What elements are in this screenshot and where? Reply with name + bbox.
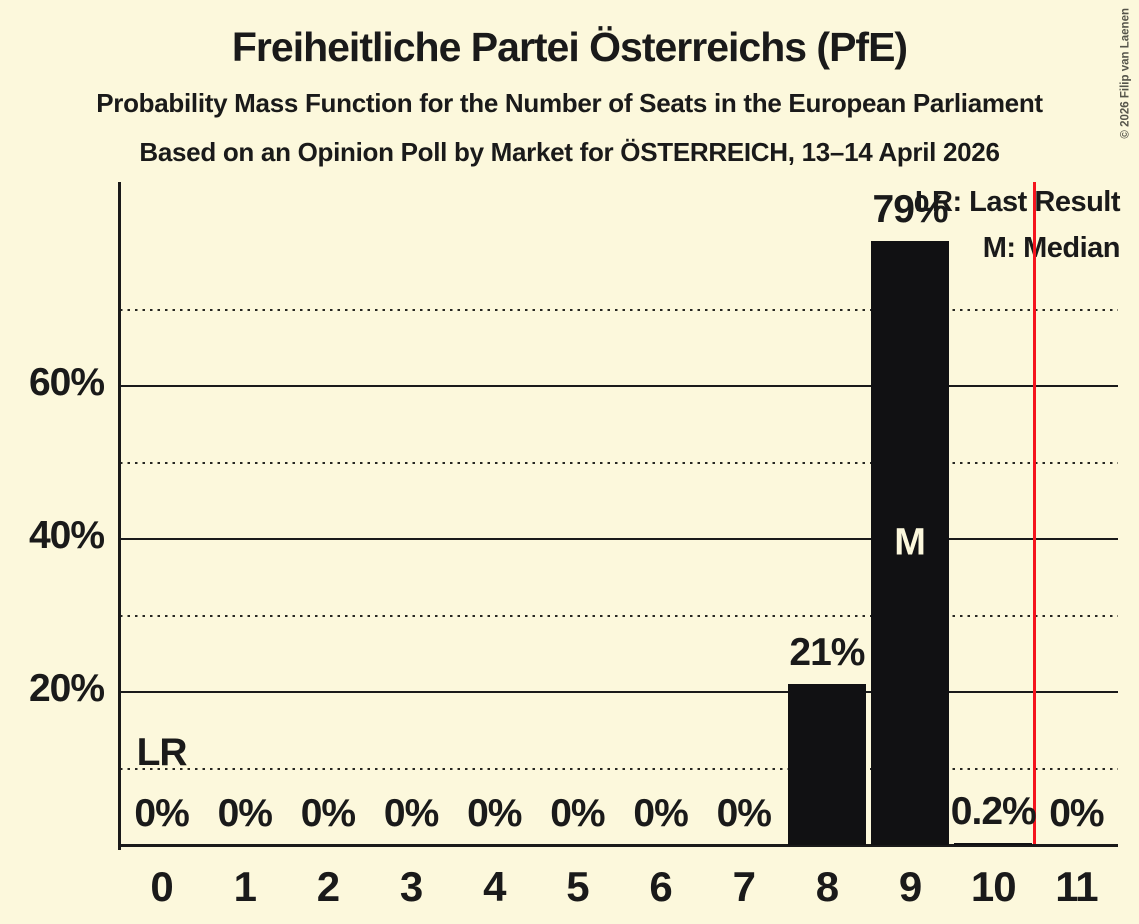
- gridline-solid-60: [120, 385, 1118, 387]
- last-result-line: [1033, 182, 1037, 844]
- bar-value-label-seat-6: 0%: [633, 791, 688, 835]
- bar-value-label-seat-3: 0%: [383, 791, 439, 835]
- bar-value-label-seat-2: 0%: [300, 791, 356, 835]
- gridline-dotted-50: [120, 461, 1118, 464]
- gridline-solid-20: [120, 691, 1118, 693]
- bar-value-label-seat-9: 79%: [872, 187, 949, 231]
- x-tick-label-9: 9: [898, 863, 922, 910]
- bar-seat-10: [954, 843, 1033, 845]
- chart-title: Freiheitliche Partei Österreichs (PfE): [231, 24, 908, 70]
- bar-value-label-seat-8: 21%: [789, 631, 865, 675]
- legend-last-result: LR: Last Result: [914, 186, 1121, 218]
- gridline-dotted-70: [120, 308, 1118, 311]
- last-result-marker-label: LR: [136, 731, 188, 775]
- bar-value-label-seat-10: 0.2%: [950, 790, 1037, 834]
- bar-value-label-seat-7: 0%: [716, 791, 772, 835]
- x-tick-label-6: 6: [649, 863, 672, 910]
- x-tick-label-4: 4: [483, 863, 506, 910]
- chart-subtitle: Probability Mass Function for the Number…: [96, 88, 1043, 118]
- bar-value-label-seat-11: 0%: [1049, 791, 1104, 835]
- x-tick-label-0: 0: [150, 863, 173, 910]
- y-tick-label-20: 20%: [28, 667, 105, 710]
- bar-value-label-seat-1: 0%: [217, 791, 273, 835]
- bar-value-label-seat-4: 0%: [467, 791, 522, 835]
- median-marker-label: M: [894, 521, 926, 564]
- gridline-dotted-10: [120, 767, 1118, 770]
- x-tick-label-1: 1: [233, 863, 257, 910]
- x-tick-label-3: 3: [399, 863, 423, 910]
- x-tick-label-10: 10: [970, 863, 1017, 910]
- gridline-solid-40: [120, 538, 1118, 540]
- y-axis-line: [118, 182, 121, 850]
- bar-value-label-seat-5: 0%: [550, 791, 605, 835]
- y-tick-label-60: 60%: [28, 361, 105, 404]
- x-tick-label-5: 5: [566, 863, 589, 910]
- gridline-dotted-30: [120, 614, 1118, 617]
- y-tick-label-40: 40%: [28, 514, 105, 557]
- x-tick-label-2: 2: [316, 863, 340, 910]
- bar-seat-8: [787, 684, 866, 845]
- bar-value-label-seat-0: 0%: [134, 791, 189, 835]
- x-tick-label-8: 8: [815, 863, 839, 910]
- chart-source-line: Based on an Opinion Poll by Market for Ö…: [139, 137, 1000, 167]
- legend-median: M: Median: [982, 232, 1121, 264]
- x-tick-label-11: 11: [1055, 863, 1098, 910]
- bar-seat-9: [871, 240, 950, 845]
- x-axis-line: [120, 844, 1118, 847]
- x-tick-label-7: 7: [732, 863, 756, 910]
